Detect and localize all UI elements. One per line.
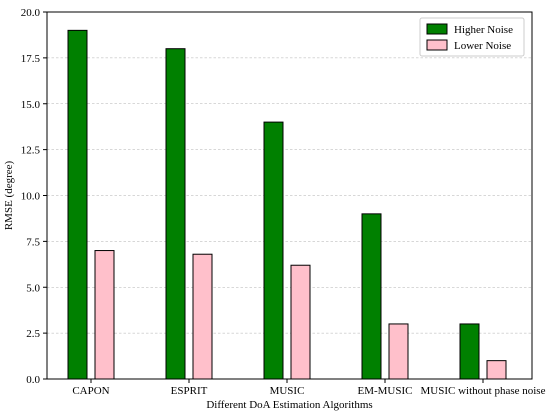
y-tick-label: 17.5 xyxy=(21,53,41,65)
bar-higher-noise xyxy=(361,213,382,380)
bar-higher-noise xyxy=(67,29,88,380)
bars xyxy=(67,29,507,380)
y-tick-label: 10.0 xyxy=(21,191,41,203)
bar-lower-noise xyxy=(192,253,213,380)
legend-swatch xyxy=(426,39,448,51)
y-tick-label: 12.5 xyxy=(21,145,41,157)
bar-lower-noise xyxy=(290,264,311,380)
x-tick-label: MUSIC without phase noise xyxy=(421,385,546,397)
y-tick-label: 0.0 xyxy=(26,374,40,386)
x-ticks: CAPON ESPRIT MUSIC EM-MUSIC MUSIC without ph… xyxy=(72,379,546,397)
legend: Higher Noise Lower Noise xyxy=(419,17,525,57)
y-tick-label: 2.5 xyxy=(26,328,40,340)
y-axis-label: RMSE (degree) xyxy=(3,160,15,230)
bar-higher-noise xyxy=(263,121,284,380)
y-tick-label: 15.0 xyxy=(21,99,41,111)
x-tick-label: ESPRIT xyxy=(171,385,208,397)
y-tick-label: 5.0 xyxy=(26,282,40,294)
y-tick-label: 7.5 xyxy=(26,236,40,248)
x-tick-label: MUSIC xyxy=(270,385,305,397)
grid-lines xyxy=(47,57,532,334)
x-tick-label: EM-MUSIC xyxy=(357,385,412,397)
legend-swatch xyxy=(426,23,448,35)
x-tick-label: CAPON xyxy=(72,385,109,397)
y-tick-label: 20.0 xyxy=(21,7,41,19)
x-axis-label: Different DoA Estimation Algorithms xyxy=(206,399,372,411)
bar-higher-noise xyxy=(165,48,186,380)
bar-higher-noise xyxy=(459,323,480,380)
bar-lower-noise xyxy=(388,323,409,380)
legend-label: Lower Noise xyxy=(454,40,511,52)
bar-lower-noise xyxy=(486,360,507,380)
bar-lower-noise xyxy=(94,250,115,380)
y-ticks: 0.0 2.5 5.0 7.5 10.0 12.5 15.0 17.5 20.0 xyxy=(21,7,47,386)
legend-label: Higher Noise xyxy=(454,24,513,36)
